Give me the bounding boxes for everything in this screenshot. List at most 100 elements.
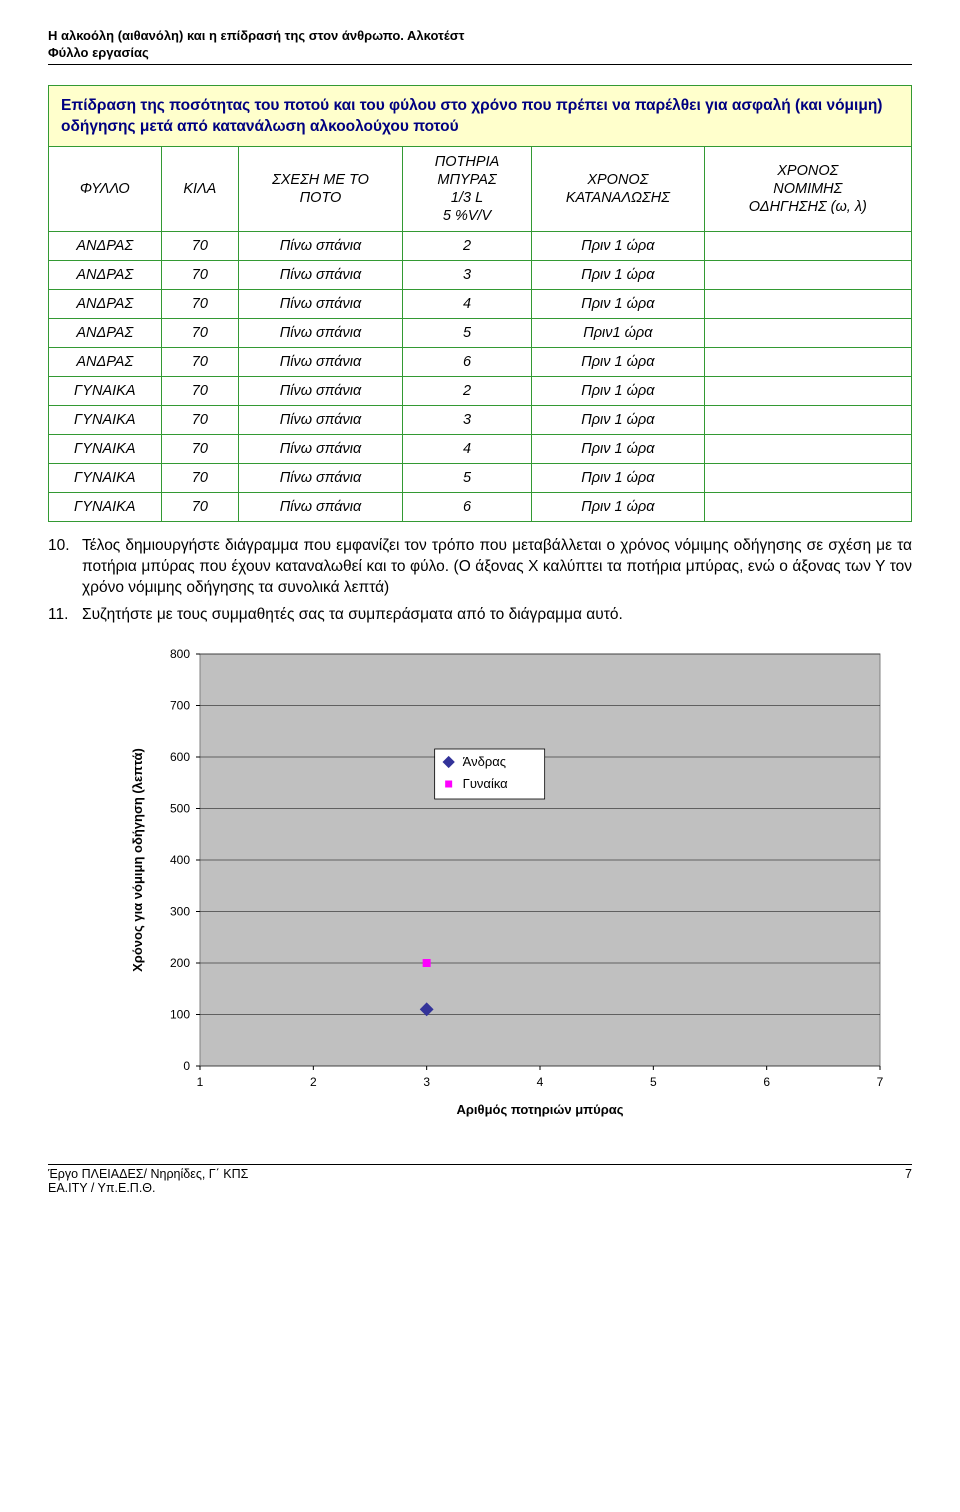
table-cell: Πριν 1 ώρα [532,464,704,493]
table-cell: 4 [402,290,531,319]
svg-text:6: 6 [763,1075,770,1089]
table-cell: Πίνω σπάνια [239,406,403,435]
table-row: ΓΥΝΑΙΚΑ70Πίνω σπάνια2Πριν 1 ώρα [49,377,911,406]
svg-text:1: 1 [197,1075,204,1089]
table-cell: ΓΥΝΑΙΚΑ [49,493,161,522]
page-number: 7 [905,1167,912,1195]
svg-text:Γυναίκα: Γυναίκα [463,776,509,791]
list-number: 11. [48,605,82,626]
table-cell: ΓΥΝΑΙΚΑ [49,435,161,464]
table-cell: 5 [402,464,531,493]
table-cell: 3 [402,406,531,435]
table-cell: Πίνω σπάνια [239,348,403,377]
table-cell: Πίνω σπάνια [239,261,403,290]
table-cell: Πριν 1 ώρα [532,261,704,290]
table-cell: 6 [402,493,531,522]
page-footer: Έργο ΠΛΕΙΑΔΕΣ/ Νηρηίδες, Γ΄ ΚΠΣ ΕΑ.ΙΤΥ /… [48,1164,912,1195]
table-row: ΓΥΝΑΙΚΑ70Πίνω σπάνια3Πριν 1 ώρα [49,406,911,435]
table-cell [704,232,911,261]
table-cell: Πριν 1 ώρα [532,377,704,406]
table-row: ΑΝΔΡΑΣ70Πίνω σπάνια2Πριν 1 ώρα [49,232,911,261]
table-cell: Πίνω σπάνια [239,464,403,493]
table-row: ΓΥΝΑΙΚΑ70Πίνω σπάνια4Πριν 1 ώρα [49,435,911,464]
list-text: Συζητήστε με τους συμμαθητές σας τα συμπ… [82,605,912,626]
table-cell: 6 [402,348,531,377]
table-cell: 2 [402,232,531,261]
svg-text:700: 700 [170,698,190,712]
table-cell: Πίνω σπάνια [239,493,403,522]
table-row: ΑΝΔΡΑΣ70Πίνω σπάνια3Πριν 1 ώρα [49,261,911,290]
svg-text:100: 100 [170,1007,190,1021]
svg-text:Αριθμός ποτηριών μπύρας: Αριθμός ποτηριών μπύρας [457,1102,624,1117]
table-cell: ΓΥΝΑΙΚΑ [49,406,161,435]
table-header: ΚΙΛΑ [161,147,239,232]
table-cell: Πίνω σπάνια [239,377,403,406]
table-cell [704,406,911,435]
table-cell: 70 [161,406,239,435]
table-cell: ΓΥΝΑΙΚΑ [49,464,161,493]
table-cell: 70 [161,232,239,261]
svg-text:4: 4 [537,1075,544,1089]
table-cell [704,348,911,377]
data-table: ΦΥΛΛΟΚΙΛΑΣΧΕΣΗ ΜΕ ΤΟΠΟΤΟΠΟΤΗΡΙΑΜΠΥΡΑΣ1/3… [49,147,911,522]
table-cell: 3 [402,261,531,290]
svg-text:800: 800 [170,647,190,661]
table-cell: ΑΝΔΡΑΣ [49,348,161,377]
svg-text:Άνδρας: Άνδρας [463,754,506,769]
svg-text:400: 400 [170,853,190,867]
svg-text:3: 3 [423,1075,430,1089]
table-header: ΧΡΟΝΟΣΝΟΜΙΜΗΣΟΔΗΓΗΣΗΣ (ω, λ) [704,147,911,232]
table-cell: 70 [161,290,239,319]
table-header: ΧΡΟΝΟΣΚΑΤΑΝΑΛΩΣΗΣ [532,147,704,232]
table-header: ΣΧΕΣΗ ΜΕ ΤΟΠΟΤΟ [239,147,403,232]
table-row: ΑΝΔΡΑΣ70Πίνω σπάνια6Πριν 1 ώρα [49,348,911,377]
svg-text:200: 200 [170,956,190,970]
table-cell: Πριν1 ώρα [532,319,704,348]
table-cell: 70 [161,435,239,464]
table-header: ΠΟΤΗΡΙΑΜΠΥΡΑΣ1/3 L5 %V/V [402,147,531,232]
table-row: ΓΥΝΑΙΚΑ70Πίνω σπάνια5Πριν 1 ώρα [49,464,911,493]
table-cell: 4 [402,435,531,464]
table-cell: Πριν 1 ώρα [532,232,704,261]
svg-text:Χρόνος για νόμιμη οδήγηση (λεπ: Χρόνος για νόμιμη οδήγηση (λεπτά) [130,748,145,972]
table-row: ΓΥΝΑΙΚΑ70Πίνω σπάνια6Πριν 1 ώρα [49,493,911,522]
page-header: Η αλκοόλη (αιθανόλη) και η επίδρασή της … [48,28,912,65]
table-cell: ΑΝΔΡΑΣ [49,290,161,319]
table-cell [704,290,911,319]
table-cell [704,377,911,406]
svg-text:5: 5 [650,1075,657,1089]
table-cell: 2 [402,377,531,406]
table-cell: ΑΝΔΡΑΣ [49,261,161,290]
table-cell [704,464,911,493]
table-cell: Πριν 1 ώρα [532,435,704,464]
info-box: Επίδραση της ποσότητας του ποτού και του… [48,85,912,522]
table-cell: Πίνω σπάνια [239,435,403,464]
table-cell: 70 [161,261,239,290]
svg-text:300: 300 [170,904,190,918]
table-cell: 5 [402,319,531,348]
list-item-10: 10. Τέλος δημιουργήστε διάγραμμα που εμφ… [48,536,912,599]
table-cell: 70 [161,348,239,377]
table-cell: Πριν 1 ώρα [532,290,704,319]
instructions: 10. Τέλος δημιουργήστε διάγραμμα που εμφ… [48,536,912,626]
table-cell: 70 [161,377,239,406]
table-header: ΦΥΛΛΟ [49,147,161,232]
table-cell: ΑΝΔΡΑΣ [49,232,161,261]
table-row: ΑΝΔΡΑΣ70Πίνω σπάνια5Πριν1 ώρα [49,319,911,348]
table-cell [704,493,911,522]
table-cell: ΓΥΝΑΙΚΑ [49,377,161,406]
table-cell: Πίνω σπάνια [239,232,403,261]
footer-left: Έργο ΠΛΕΙΑΔΕΣ/ Νηρηίδες, Γ΄ ΚΠΣ ΕΑ.ΙΤΥ /… [48,1167,248,1195]
table-cell: ΑΝΔΡΑΣ [49,319,161,348]
list-item-11: 11. Συζητήστε με τους συμμαθητές σας τα … [48,605,912,626]
svg-text:0: 0 [183,1059,190,1073]
header-line2: Φύλλο εργασίας [48,45,912,62]
table-cell: Πριν 1 ώρα [532,406,704,435]
scatter-chart: 01002003004005006007008001234567Χρόνος γ… [120,644,900,1124]
table-cell: Πίνω σπάνια [239,290,403,319]
svg-text:600: 600 [170,750,190,764]
footer-left-line1: Έργο ΠΛΕΙΑΔΕΣ/ Νηρηίδες, Γ΄ ΚΠΣ [48,1167,248,1181]
svg-text:2: 2 [310,1075,317,1089]
table-cell [704,261,911,290]
table-cell [704,319,911,348]
